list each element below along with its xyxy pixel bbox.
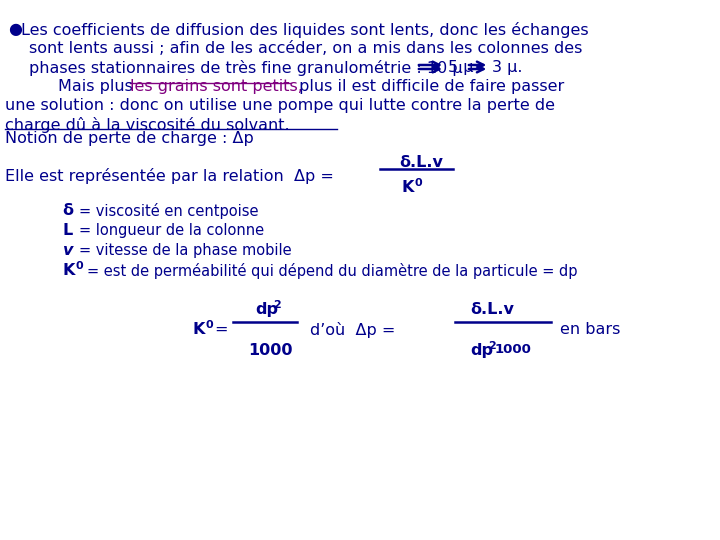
Text: 1000: 1000 bbox=[248, 343, 293, 358]
Text: L: L bbox=[63, 223, 73, 238]
Text: 1000: 1000 bbox=[495, 343, 532, 356]
Text: Notion de perte de charge : Δp: Notion de perte de charge : Δp bbox=[5, 131, 253, 146]
Text: en bars: en bars bbox=[560, 322, 621, 337]
Text: dp: dp bbox=[255, 302, 278, 317]
Text: 2: 2 bbox=[488, 341, 496, 351]
Text: K: K bbox=[402, 180, 414, 195]
Text: =: = bbox=[214, 322, 228, 337]
Text: δ.L.v: δ.L.v bbox=[400, 155, 444, 170]
Text: 0: 0 bbox=[414, 178, 422, 188]
Text: 5 µ: 5 µ bbox=[448, 60, 473, 75]
Text: = vitesse de la phase mobile: = vitesse de la phase mobile bbox=[79, 243, 292, 258]
Text: Les coefficients de diffusion des liquides sont lents, donc les échanges: Les coefficients de diffusion des liquid… bbox=[21, 22, 589, 38]
Text: = viscosité en centpoise: = viscosité en centpoise bbox=[79, 203, 258, 219]
Text: Elle est représentée par la relation  Δp =: Elle est représentée par la relation Δp … bbox=[5, 168, 333, 184]
Text: charge dû à la viscosité du solvant.: charge dû à la viscosité du solvant. bbox=[5, 117, 289, 133]
Text: les grains sont petits,: les grains sont petits, bbox=[130, 79, 303, 94]
Text: = longueur de la colonne: = longueur de la colonne bbox=[79, 223, 264, 238]
Text: plus il est difficile de faire passer: plus il est difficile de faire passer bbox=[294, 79, 564, 94]
Text: 0: 0 bbox=[205, 320, 212, 330]
Text: ●: ● bbox=[8, 22, 22, 37]
Text: Mais plus: Mais plus bbox=[58, 79, 138, 94]
Text: une solution : donc on utilise une pompe qui lutte contre la perte de: une solution : donc on utilise une pompe… bbox=[5, 98, 555, 113]
Text: = est de perméabilité qui dépend du diamètre de la particule = dp: = est de perméabilité qui dépend du diam… bbox=[86, 263, 577, 279]
Text: δ.L.v: δ.L.v bbox=[470, 302, 514, 317]
Text: phases stationnaires de très fine granulométrie : 10 µ: phases stationnaires de très fine granul… bbox=[29, 60, 462, 76]
Text: dp: dp bbox=[470, 343, 493, 358]
Text: 2: 2 bbox=[274, 300, 282, 310]
Text: δ: δ bbox=[63, 203, 73, 218]
Text: v: v bbox=[63, 243, 73, 258]
Text: d’où  Δp =: d’où Δp = bbox=[310, 322, 395, 338]
Text: K: K bbox=[192, 322, 205, 337]
Text: sont lents aussi ; afin de les accéder, on a mis dans les colonnes des: sont lents aussi ; afin de les accéder, … bbox=[29, 41, 582, 56]
Text: 3 µ.: 3 µ. bbox=[492, 60, 523, 75]
Text: 0: 0 bbox=[75, 261, 83, 271]
Text: K: K bbox=[63, 263, 75, 278]
